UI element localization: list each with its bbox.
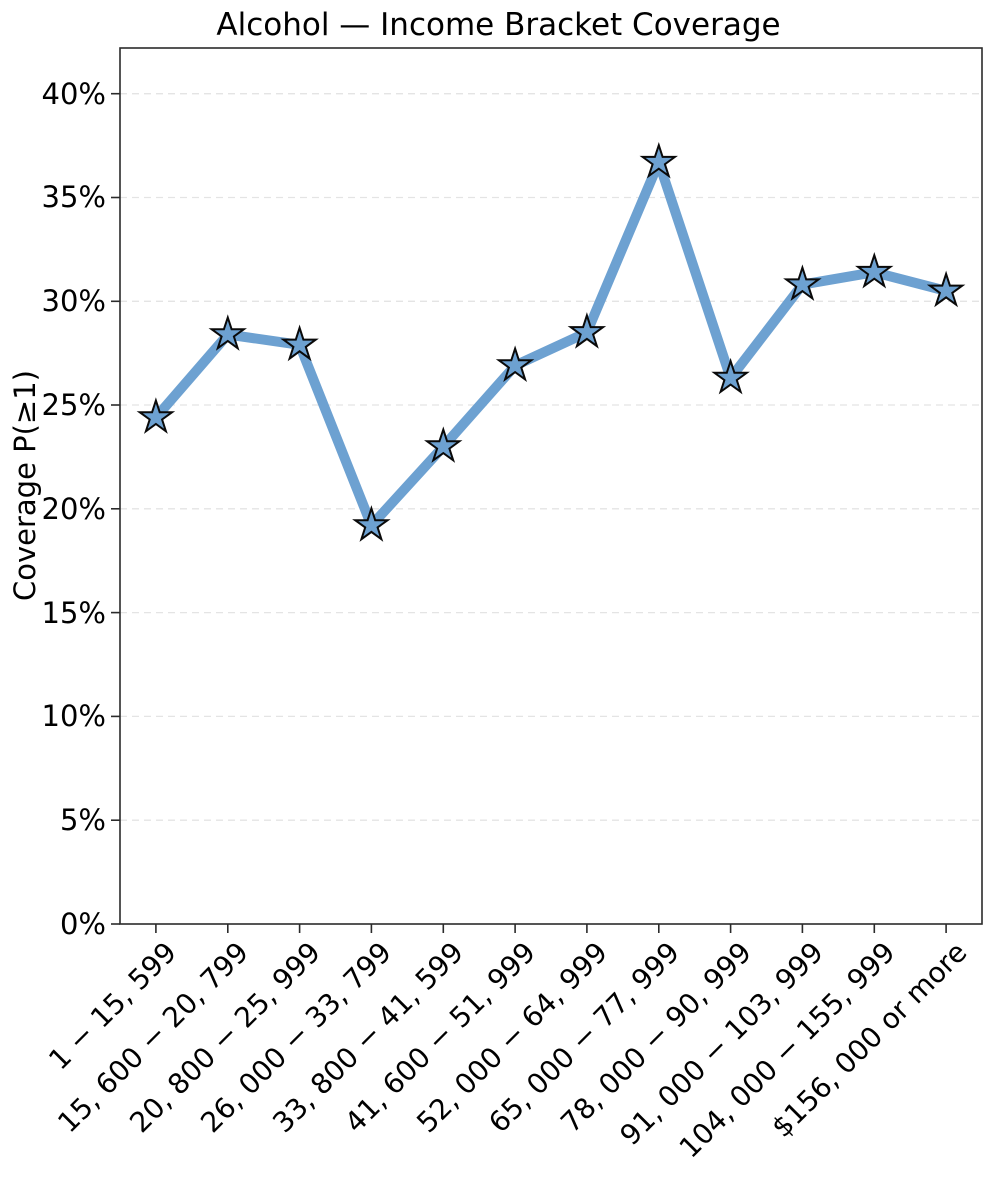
data-point-star-marker [352,505,391,542]
data-point-star-marker [639,142,678,179]
line-chart-canvas [111,47,983,933]
y-tick-label: 25% [41,388,106,423]
y-tick-label: 15% [41,595,106,630]
data-point-star-marker [783,264,822,302]
axes-spines [119,47,983,925]
y-tick-label: 10% [41,699,106,734]
data-point-star-marker [495,345,535,383]
y-axis-label-wrap: Coverage P(≥1) [2,48,48,924]
y-tick-label: 40% [41,76,106,111]
y-tick-label: 35% [41,180,106,215]
chart-title: Alcohol — Income Bracket Coverage [216,7,781,43]
data-point-star-marker [926,270,966,308]
data-point-star-marker [567,312,607,349]
data-point-star-marker [855,252,894,289]
data-line [150,157,952,531]
y-tick-label: 5% [59,803,106,838]
data-point-star-marker [280,324,319,362]
data-point-star-marker [711,357,750,395]
data-point-star-marker [136,397,176,434]
y-tick-label: 30% [41,284,106,319]
data-point-star-marker [424,426,463,463]
y-tick-label: 20% [41,491,106,526]
y-tick-label: 0% [59,907,106,941]
plot-area [111,47,983,933]
data-point-star-marker [208,314,247,351]
